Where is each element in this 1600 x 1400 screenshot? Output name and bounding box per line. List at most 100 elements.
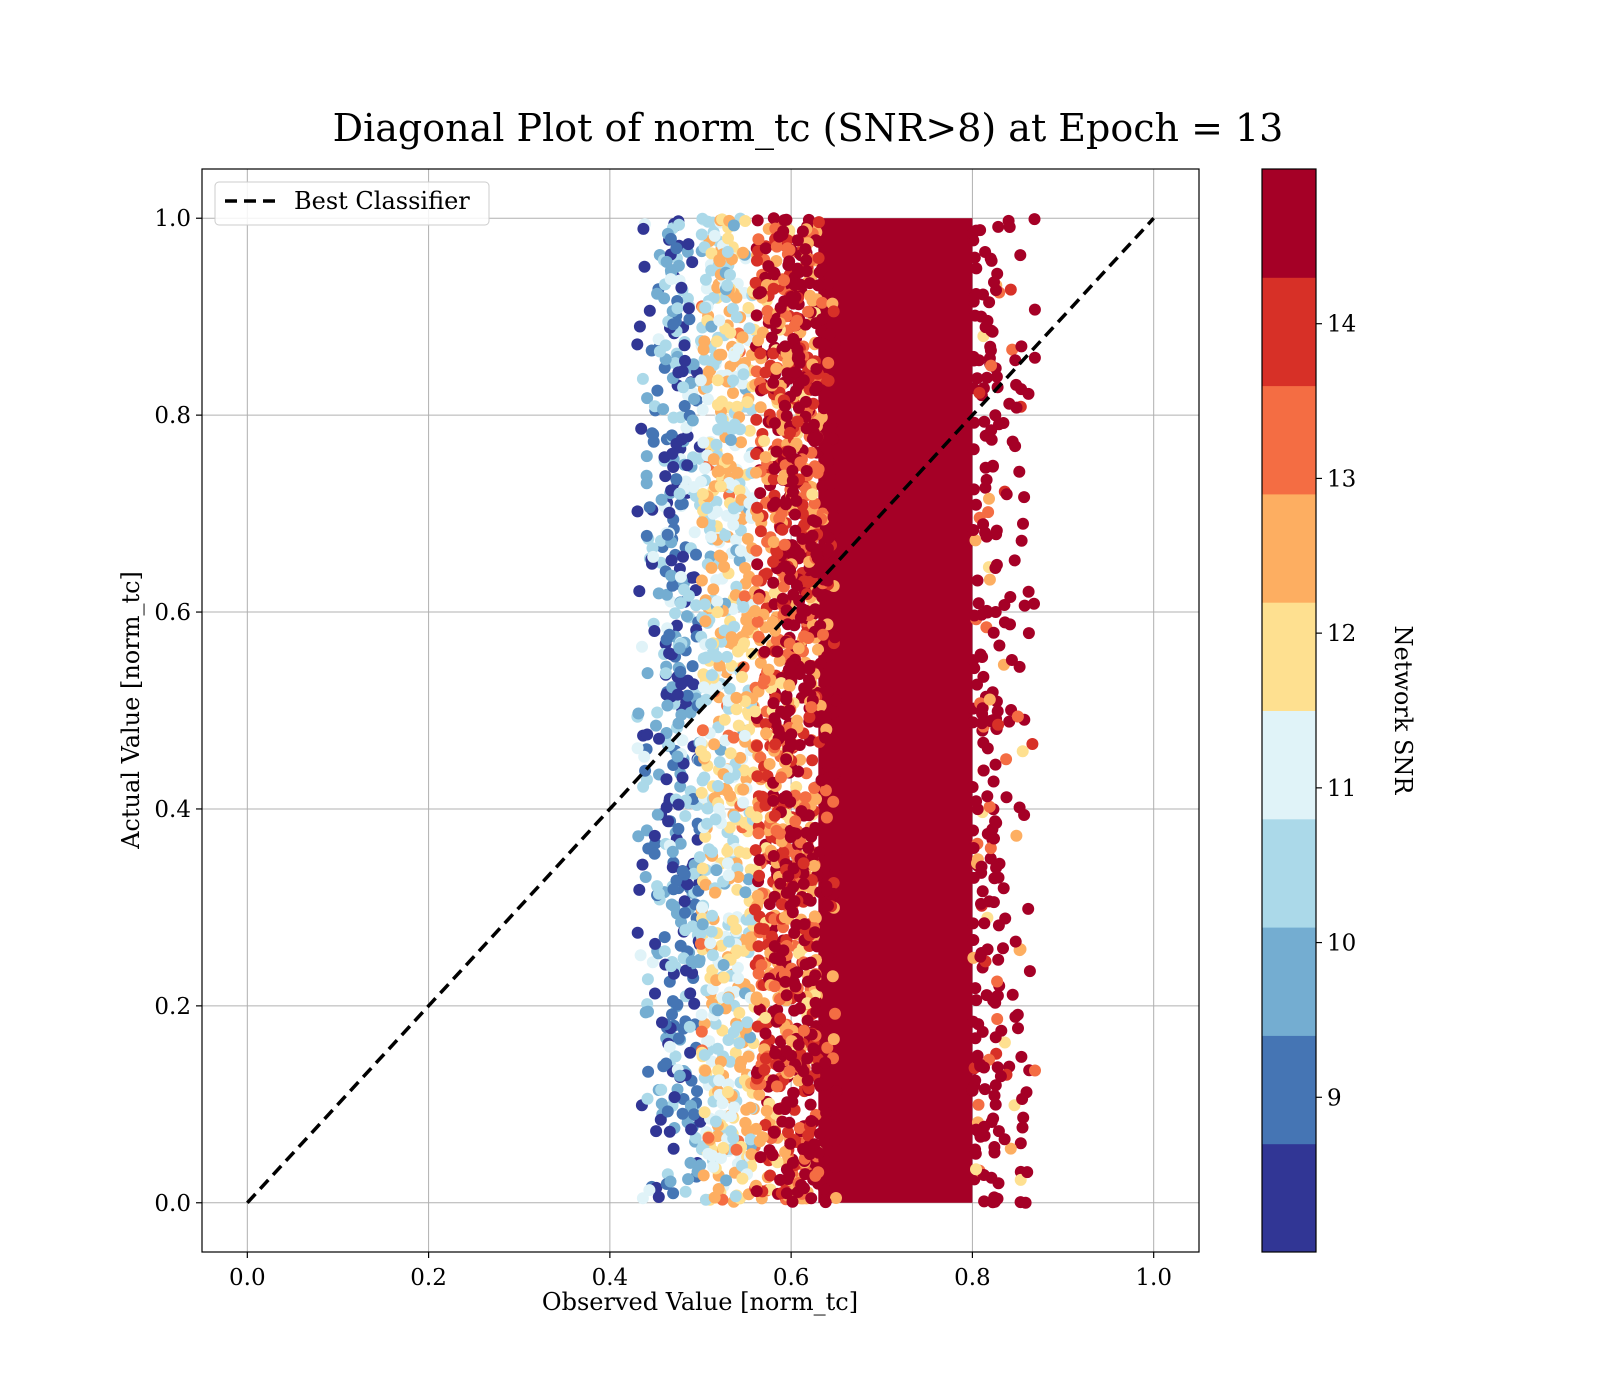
scatter-point: [985, 254, 998, 267]
scatter-point: [750, 365, 763, 378]
scatter-point: [774, 953, 787, 966]
scatter-point: [674, 570, 687, 583]
scatter-point: [766, 1149, 779, 1162]
scatter-point: [730, 1143, 743, 1156]
scatter-point: [673, 642, 686, 655]
scatter-point: [715, 395, 728, 408]
scatter-point: [987, 626, 1000, 639]
scatter-point: [779, 340, 792, 353]
scatter-point: [797, 374, 810, 387]
scatter-point: [975, 897, 987, 910]
scatter-point: [730, 311, 743, 324]
scatter-point: [678, 339, 691, 352]
scatter-point: [698, 353, 711, 366]
colorbar-segment: [1262, 169, 1316, 278]
scatter-point: [636, 372, 649, 385]
scatter-point: [656, 1016, 668, 1029]
scatter-point: [820, 811, 833, 824]
scatter-point: [633, 585, 646, 598]
scatter-point: [672, 822, 685, 835]
scatter-point: [721, 845, 734, 858]
scatter-point: [738, 729, 751, 742]
y-tick-label: 0.6: [154, 600, 191, 626]
scatter-point: [738, 590, 751, 603]
scatter-point: [994, 1070, 1007, 1083]
scatter-point: [750, 413, 763, 426]
scatter-point: [732, 719, 745, 732]
plot-frame: [201, 168, 1200, 1253]
scatter-point: [814, 657, 827, 670]
scatter-point: [667, 995, 679, 1008]
scatter-point: [741, 396, 754, 409]
scatter-point: [796, 602, 809, 615]
scatter-point: [769, 315, 782, 328]
scatter-point: [974, 950, 987, 963]
scatter-point: [1008, 554, 1021, 567]
scatter-dense-core: [818, 218, 973, 1203]
scatter-point: [759, 451, 772, 464]
scatter-point: [687, 678, 700, 691]
scatter-point: [830, 1085, 843, 1098]
scatter-point: [652, 1191, 665, 1203]
scatter-point: [814, 558, 827, 571]
scatter-point: [710, 650, 723, 663]
scatter-point: [738, 764, 751, 777]
scatter-point: [734, 544, 747, 557]
scatter-point: [767, 1125, 780, 1138]
scatter-point: [789, 366, 801, 379]
scatter-point: [1023, 965, 1036, 978]
scatter-point: [974, 224, 987, 237]
scatter-point: [769, 738, 782, 751]
scatter-point: [1016, 745, 1029, 758]
scatter-point: [991, 705, 1004, 718]
scatter-point: [695, 1025, 708, 1038]
scatter-point: [782, 870, 795, 883]
scatter-point: [707, 1160, 720, 1173]
scatter-point: [701, 393, 714, 406]
legend-label: Best Classifier: [294, 187, 470, 215]
scatter-point: [636, 640, 648, 653]
y-tick-label: 0.2: [154, 994, 191, 1020]
scatter-point: [754, 525, 767, 538]
scatter-point: [765, 331, 778, 344]
scatter-point: [651, 287, 664, 300]
scatter-point: [674, 597, 687, 610]
scatter-point: [792, 642, 805, 655]
scatter-point: [971, 372, 984, 385]
scatter-point: [698, 598, 711, 611]
x-tick-label: 1.0: [1135, 1265, 1172, 1291]
scatter-point: [721, 857, 734, 870]
scatter-point: [784, 446, 797, 459]
scatter-point: [767, 347, 780, 360]
scatter-point: [716, 1097, 729, 1110]
scatter-point: [653, 732, 665, 745]
scatter-point: [967, 291, 980, 304]
scatter-point: [727, 374, 740, 387]
scatter-point: [759, 242, 772, 255]
scatter-point: [666, 845, 679, 858]
scatter-point: [776, 592, 789, 605]
scatter-point: [758, 1063, 771, 1076]
scatter-point: [967, 483, 980, 496]
scatter-point: [710, 574, 723, 587]
scatter-point: [717, 959, 730, 971]
colorbar-segment: [1262, 277, 1316, 387]
scatter-point: [977, 736, 990, 749]
scatter-point: [688, 393, 701, 405]
scatter-point: [788, 895, 801, 908]
scatter-point: [805, 1192, 818, 1205]
scatter-point: [969, 982, 982, 995]
scatter-point: [721, 245, 734, 258]
scatter-point: [722, 869, 735, 882]
colorbar-tick-label: 14: [1327, 312, 1356, 338]
scatter-point: [985, 424, 998, 437]
scatter-point: [998, 1036, 1011, 1049]
scatter-point: [803, 673, 815, 686]
scatter-point: [984, 344, 997, 357]
scatter-point: [789, 508, 801, 521]
scatter-point: [787, 1087, 800, 1099]
scatter-point: [793, 547, 806, 560]
scatter-point: [751, 740, 763, 752]
scatter-point: [639, 871, 652, 883]
scatter-point: [661, 528, 674, 541]
